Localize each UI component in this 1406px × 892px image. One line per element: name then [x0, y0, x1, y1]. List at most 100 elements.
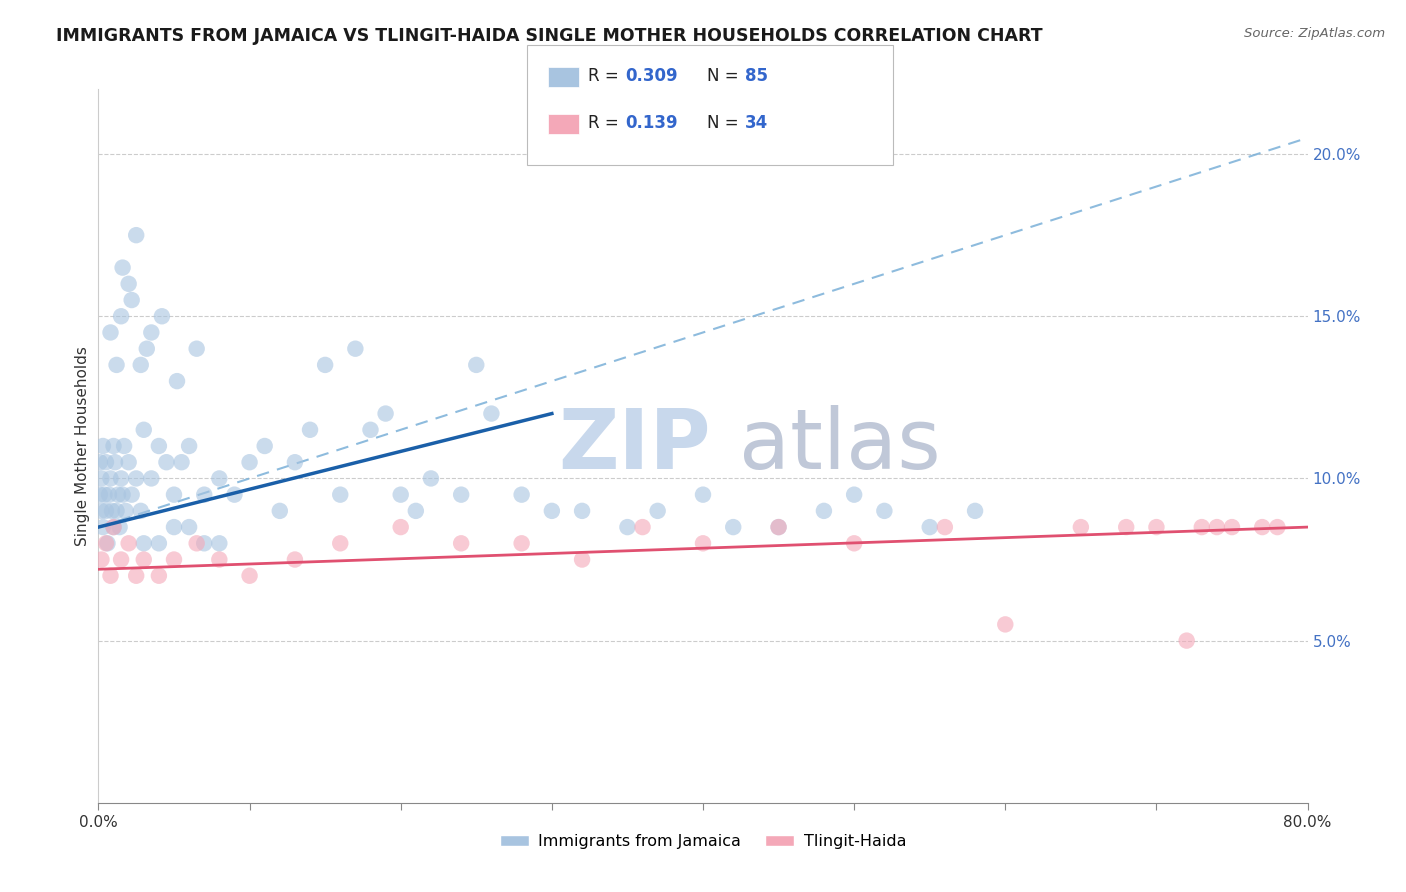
Point	[111, 488, 134, 502]
Point	[193, 488, 215, 502]
Point	[540, 504, 562, 518]
Point	[253, 439, 276, 453]
Point	[186, 536, 208, 550]
Point	[465, 358, 488, 372]
Point	[118, 277, 141, 291]
Point	[107, 488, 129, 502]
Point	[1191, 520, 1213, 534]
Point	[844, 488, 866, 502]
Text: ZIP: ZIP	[558, 406, 710, 486]
Point	[813, 504, 835, 518]
Point	[112, 439, 135, 453]
Point	[96, 536, 118, 550]
Point	[186, 342, 208, 356]
Point	[110, 552, 132, 566]
Point	[100, 568, 122, 582]
Point	[450, 536, 472, 550]
Point	[269, 504, 291, 518]
Point	[141, 326, 163, 340]
Point	[103, 439, 125, 453]
Text: 85: 85	[745, 67, 768, 85]
Point	[89, 488, 111, 502]
Point	[239, 568, 262, 582]
Point	[166, 374, 188, 388]
Point	[284, 455, 307, 469]
Point	[179, 520, 201, 534]
Point	[420, 471, 443, 485]
Point	[329, 536, 352, 550]
Point	[510, 488, 533, 502]
Point	[163, 520, 186, 534]
Point	[93, 488, 115, 502]
Point	[114, 504, 136, 518]
Point	[101, 504, 124, 518]
Point	[405, 504, 427, 518]
Point	[208, 536, 231, 550]
Point	[132, 552, 155, 566]
Text: atlas: atlas	[740, 406, 941, 486]
Point	[125, 471, 148, 485]
Point	[1070, 520, 1092, 534]
Point	[141, 471, 163, 485]
Point	[631, 520, 654, 534]
Point	[329, 488, 352, 502]
Point	[616, 520, 638, 534]
Point	[571, 504, 593, 518]
Point	[284, 552, 307, 566]
Point	[132, 536, 155, 550]
Text: IMMIGRANTS FROM JAMAICA VS TLINGIT-HAIDA SINGLE MOTHER HOUSEHOLDS CORRELATION CH: IMMIGRANTS FROM JAMAICA VS TLINGIT-HAIDA…	[56, 27, 1043, 45]
Point	[208, 552, 231, 566]
Point	[148, 439, 170, 453]
Point	[1267, 520, 1289, 534]
Point	[108, 520, 131, 534]
Point	[163, 488, 186, 502]
Point	[103, 520, 125, 534]
Point	[170, 455, 193, 469]
Point	[103, 520, 125, 534]
Point	[768, 520, 790, 534]
Point	[150, 310, 173, 324]
Point	[193, 536, 215, 550]
Point	[118, 536, 141, 550]
Point	[105, 358, 128, 372]
Point	[148, 568, 170, 582]
Point	[510, 536, 533, 550]
Point	[571, 552, 593, 566]
Point	[100, 471, 122, 485]
Point	[118, 455, 141, 469]
Point	[360, 423, 382, 437]
Point	[873, 504, 896, 518]
Point	[647, 504, 669, 518]
Point	[132, 423, 155, 437]
Point	[91, 439, 114, 453]
Point	[125, 568, 148, 582]
Point	[481, 407, 503, 421]
Point	[1175, 633, 1198, 648]
Point	[1220, 520, 1243, 534]
Point	[163, 552, 186, 566]
Point	[965, 504, 987, 518]
Text: R =: R =	[588, 114, 624, 132]
Point	[723, 520, 745, 534]
Legend: Immigrants from Jamaica, Tlingit-Haida: Immigrants from Jamaica, Tlingit-Haida	[494, 828, 912, 855]
Point	[98, 488, 121, 502]
Point	[110, 310, 132, 324]
Point	[1251, 520, 1274, 534]
Point	[1115, 520, 1137, 534]
Point	[994, 617, 1017, 632]
Point	[1206, 520, 1229, 534]
Point	[90, 552, 112, 566]
Point	[239, 455, 262, 469]
Point	[89, 455, 111, 469]
Point	[94, 536, 117, 550]
Point	[155, 455, 177, 469]
Text: R =: R =	[588, 67, 624, 85]
Point	[91, 520, 114, 534]
Y-axis label: Single Mother Households: Single Mother Households	[75, 346, 90, 546]
Point	[104, 455, 127, 469]
Point	[179, 439, 201, 453]
Point	[314, 358, 336, 372]
Point	[94, 504, 117, 518]
Point	[224, 488, 246, 502]
Point	[918, 520, 941, 534]
